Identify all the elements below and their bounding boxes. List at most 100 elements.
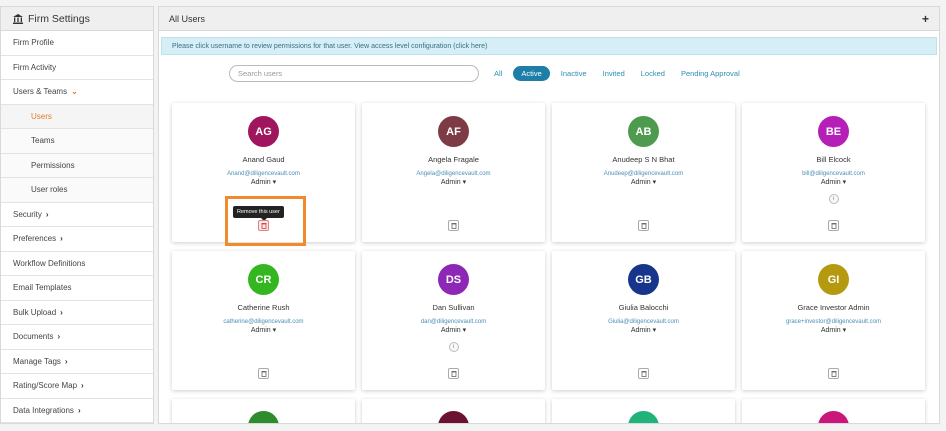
user-name-link[interactable]: Grace Investor Admin [797,303,870,312]
sidebar-item-rating-score-map[interactable]: Rating/Score Map › [1,374,153,399]
sidebar-item-label: User roles [31,185,68,195]
filter-pending-approval[interactable]: Pending Approval [680,69,740,78]
user-name-link[interactable]: Bill Elcock [816,155,851,164]
trash-icon [831,223,836,229]
filter-locked[interactable]: Locked [640,69,665,78]
user-card [742,399,925,423]
sidebar-title: Firm Settings [28,12,90,25]
sidebar-item-documents[interactable]: Documents › [1,325,153,350]
chevron-right-icon: › [45,209,49,219]
role-dropdown[interactable]: Admin ▾ [820,327,847,334]
remove-user-tooltip: Remove this user [233,206,284,221]
sidebar-item-email-templates[interactable]: Email Templates [1,276,153,301]
filter-invited[interactable]: Invited [602,69,625,78]
sidebar-item-label: Security [13,209,42,219]
trash-icon [641,223,646,229]
avatar: AB [628,116,659,147]
sidebar-item-users-teams[interactable]: Users & Teams ⌄ [1,80,153,105]
user-email: dan@diligencevault.com [420,319,487,325]
sidebar-item-label: Bulk Upload [13,307,57,317]
sidebar: Firm Settings Firm Profile Firm Activity… [0,6,154,424]
role-dropdown[interactable]: Admin ▾ [250,327,277,334]
remove-user-button[interactable] [448,368,459,379]
info-banner-text: Please click username to review permissi… [172,42,488,50]
sidebar-item-label: Firm Profile [13,38,54,48]
user-email: bill@diligencevault.com [802,171,865,177]
sidebar-item-label: Workflow Definitions [13,258,86,268]
avatar [438,411,469,423]
trash-icon [261,371,266,377]
sidebar-item-label: Email Templates [13,283,72,293]
role-dropdown[interactable]: Admin ▾ [820,179,847,186]
info-icon[interactable]: i [828,194,839,204]
info-banner: Please click username to review permissi… [161,37,937,55]
sidebar-item-users[interactable]: Users [1,104,153,129]
sidebar-item-label: Permissions [31,160,75,170]
remove-user-button[interactable] [828,220,839,231]
remove-user-button[interactable] [828,368,839,379]
trash-icon [831,371,836,377]
sidebar-item-label: Firm Activity [13,62,57,72]
user-card: AF Angela Fragale Angela@diligencevault.… [362,103,545,242]
avatar: BE [818,116,849,147]
sidebar-item-preferences[interactable]: Preferences › [1,227,153,252]
page-title: All Users [169,13,206,24]
user-card: AG Anand Gaud Anand@diligencevault.com A… [172,103,355,242]
sidebar-item-security[interactable]: Security › [1,203,153,227]
chevron-right-icon: › [77,405,81,415]
chevron-right-icon: › [81,381,84,391]
sidebar-item-label: Users & Teams [13,87,68,97]
avatar: CR [248,264,279,295]
role-dropdown[interactable]: Admin ▾ [440,179,467,186]
user-name-link[interactable]: Catherine Rush [237,303,290,312]
sidebar-item-workflow-definitions[interactable]: Workflow Definitions [1,252,153,276]
user-card [362,399,545,423]
remove-user-button[interactable] [448,220,459,231]
user-email: catherine@diligencevault.com [223,319,304,325]
user-name-link[interactable]: Giulia Balocchi [618,303,669,312]
sidebar-item-permissions[interactable]: Permissions [1,153,153,178]
sidebar-item-teams[interactable]: Teams [1,129,153,154]
chevron-right-icon: › [64,356,68,366]
user-name-link[interactable]: Anudeep S N Bhat [612,155,675,164]
remove-user-button[interactable] [258,368,269,379]
search-input[interactable]: Search users [229,65,479,82]
filter-inactive[interactable]: Inactive [560,69,587,78]
avatar: GI [818,264,849,295]
sidebar-item-data-integrations[interactable]: Data Integrations › [1,399,153,423]
user-card: BE Bill Elcock bill@diligencevault.com A… [742,103,925,242]
sidebar-item-label: Users [31,111,52,121]
remove-user-button[interactable] [258,220,269,231]
user-card: CR Catherine Rush catherine@diligencevau… [172,251,355,390]
avatar: AF [438,116,469,147]
sidebar-item-firm-activity[interactable]: Firm Activity [1,56,153,80]
chevron-right-icon: › [57,332,61,342]
sidebar-item-bulk-upload[interactable]: Bulk Upload › [1,301,153,325]
filter-all[interactable]: All [494,69,503,78]
user-email: Giulia@diligencevault.com [608,319,679,325]
user-card: DS Dan Sullivan dan@diligencevault.com A… [362,251,545,390]
user-card: AB Anudeep S N Bhat Anudeep@diligencevau… [552,103,735,242]
sidebar-item-label: Manage Tags [13,356,61,366]
remove-user-button[interactable] [638,220,649,231]
sidebar-item-manage-tags[interactable]: Manage Tags › [1,350,153,374]
filter-active[interactable]: Active [513,66,550,81]
role-dropdown[interactable]: Admin ▾ [630,179,657,186]
sidebar-item-firm-profile[interactable]: Firm Profile [1,31,153,56]
user-name-link[interactable]: Angela Fragale [428,155,479,164]
sidebar-item-label: Preferences [13,234,57,244]
role-dropdown[interactable]: Admin ▾ [250,179,277,186]
user-email: grace+investor@diligencevault.com [786,319,881,325]
sidebar-item-user-roles[interactable]: User roles [1,178,153,203]
user-name-link[interactable]: Anand Gaud [242,155,285,164]
remove-user-button[interactable] [638,368,649,379]
add-user-button[interactable]: + [921,11,929,26]
role-dropdown[interactable]: Admin ▾ [630,327,657,334]
sidebar-item-label: Data Integrations [13,405,74,415]
bank-icon [13,13,23,24]
sidebar-item-label: Teams [31,136,55,146]
user-name-link[interactable]: Dan Sullivan [432,303,475,312]
role-dropdown[interactable]: Admin ▾ [440,327,467,334]
info-icon[interactable]: i [448,342,459,352]
trash-icon [641,371,646,377]
